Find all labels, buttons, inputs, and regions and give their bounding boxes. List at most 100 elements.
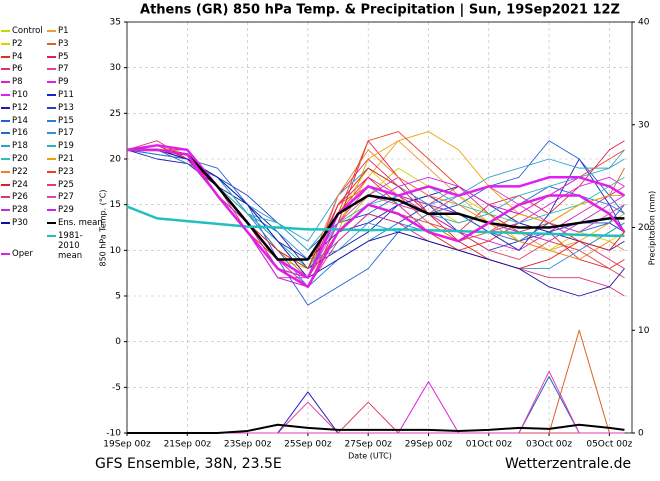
legend-entry: P3: [47, 39, 105, 49]
legend-entry: P26: [1, 192, 59, 202]
x-axis-label: Date (UTC): [348, 452, 392, 461]
legend-entry: P8: [1, 77, 59, 87]
legend-swatch: [47, 183, 56, 186]
legend-entry: P16: [1, 128, 59, 138]
legend-label: P1: [58, 26, 69, 36]
y-tick-label: 30: [110, 63, 122, 73]
legend-label: P22: [12, 166, 28, 177]
y-tick-label: 15: [110, 200, 121, 210]
x-tick-label: 03Oct 00z: [526, 440, 572, 450]
y2-tick-label: 30: [638, 120, 650, 130]
legend-label: P14: [12, 115, 28, 126]
legend-label: P16: [12, 128, 28, 139]
legend-entry: P11: [47, 90, 105, 100]
y2-tick-label: 40: [638, 18, 650, 28]
legend-swatch: [47, 94, 56, 96]
legend-entry: P7: [47, 64, 105, 74]
legend-swatch: [47, 145, 56, 148]
legend-label: P2: [12, 38, 23, 49]
x-tick-label: 05Oct 00z: [586, 440, 632, 450]
x-tick-label: 25Sep 00z: [284, 440, 332, 450]
y-tick-label: 0: [115, 337, 121, 347]
legend-entry: P30: [1, 218, 59, 228]
legend-label: P28: [12, 205, 28, 216]
legend-entry: P1: [47, 26, 105, 36]
y2-tick-label: 10: [638, 326, 650, 336]
legend-label: P13: [58, 102, 74, 113]
legend-swatch: [47, 234, 56, 237]
legend-swatch: [1, 209, 10, 212]
legend-label: P10: [12, 90, 28, 100]
legend-label: P18: [12, 141, 28, 152]
legend-entry: P21: [47, 154, 105, 164]
legend-label: P15: [58, 115, 74, 126]
legend-swatch: [1, 196, 10, 199]
legend-swatch: [47, 55, 56, 58]
legend-label: P9: [58, 77, 69, 88]
legend-entry: P4: [1, 52, 59, 62]
legend-swatch: [1, 68, 10, 71]
legend-swatch: [1, 30, 10, 32]
x-tick-label: 29Sep 00z: [405, 440, 453, 450]
legend-label: P30: [12, 218, 28, 228]
legend-entry: Oper: [1, 249, 59, 259]
precip-line: [127, 375, 625, 434]
precip-line: [127, 381, 625, 434]
y2-axis-label: Precipitation (mm): [648, 191, 657, 265]
chart-title: Athens (GR) 850 hPa Temp. & Precipitatio…: [140, 3, 620, 18]
legend-entry: P24: [1, 180, 59, 190]
legend-entry: P23: [47, 167, 105, 177]
legend-swatch: [47, 196, 56, 199]
legend-label: P21: [58, 154, 74, 164]
legend-swatch: [47, 132, 56, 135]
legend-label: P5: [58, 51, 69, 62]
precip-line: [127, 423, 625, 434]
legend-label: Oper: [12, 248, 33, 259]
y-tick-label: 10: [110, 246, 122, 256]
legend-entry: P19: [47, 141, 105, 151]
legend-swatch: [1, 55, 10, 58]
legend-entry: Control: [1, 26, 59, 36]
legend-entry: P6: [1, 64, 59, 74]
legend-entry: P20: [1, 154, 59, 164]
legend-entry: P15: [47, 116, 105, 126]
legend-label: P6: [12, 64, 23, 75]
footer-left: GFS Ensemble, 38N, 23.5E: [95, 456, 282, 472]
legend-swatch: [1, 81, 10, 84]
legend-entry: P28: [1, 205, 59, 215]
temp-line: [126, 205, 625, 237]
legend-label: P26: [12, 192, 28, 203]
legend-entry: P25: [47, 180, 105, 190]
legend-swatch: [47, 68, 56, 71]
legend-swatch: [1, 158, 10, 160]
legend-swatch: [1, 132, 10, 135]
y2-tick-label: 20: [638, 223, 650, 233]
legend-entry: 1981-2010 mean: [47, 231, 91, 261]
legend-entry: P22: [1, 167, 59, 177]
legend-entry: P9: [47, 77, 105, 87]
legend-swatch: [1, 170, 10, 173]
legend-entry: P10: [1, 90, 59, 100]
temp-line: [127, 148, 626, 289]
y-tick-label: 20: [110, 155, 122, 165]
legend-label: 1981-2010 mean: [58, 230, 83, 261]
legend-swatch: [47, 158, 56, 160]
legend-swatch: [47, 170, 56, 173]
legend-entry: P14: [1, 116, 59, 126]
legend-swatch: [1, 42, 10, 45]
legend-swatch: [47, 222, 56, 224]
legend-label: P29: [58, 205, 74, 216]
legend-swatch: [1, 222, 10, 224]
legend-swatch: [1, 94, 10, 96]
legend-entry: P27: [47, 192, 105, 202]
legend-label: Ens. mean: [58, 218, 103, 228]
legend-label: P27: [58, 192, 74, 203]
x-tick-label: 01Oct 00z: [466, 440, 512, 450]
legend-swatch: [47, 30, 56, 32]
legend-entry: P5: [47, 52, 105, 62]
legend-swatch: [47, 106, 56, 109]
x-tick-label: 27Sep 00z: [344, 440, 392, 450]
legend-label: P3: [58, 38, 69, 49]
